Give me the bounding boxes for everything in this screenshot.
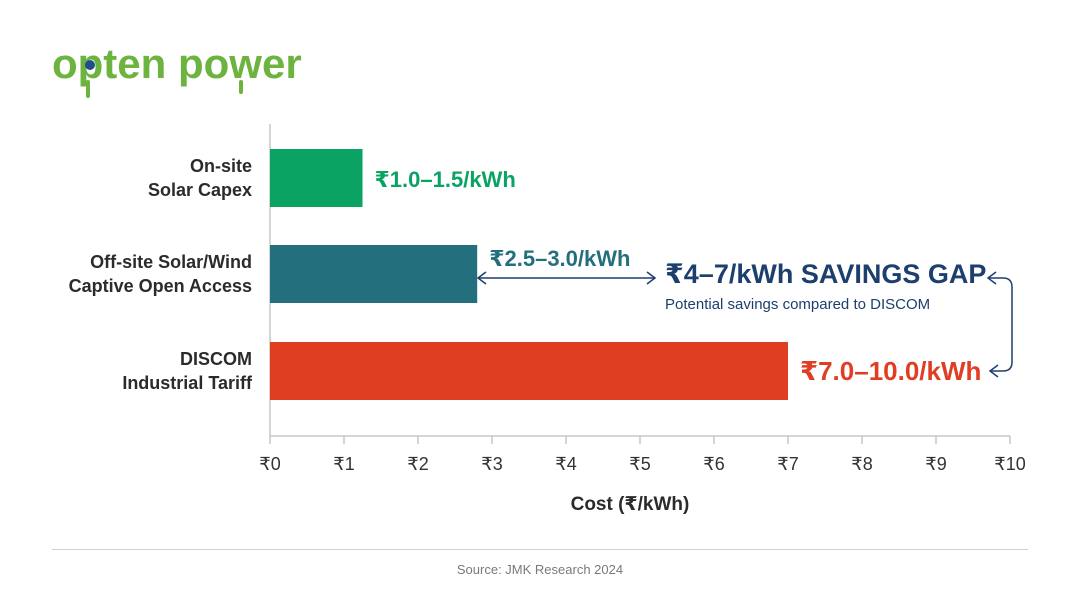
arrow-left-icon [476,271,487,285]
brand-logo-dot-icon [85,60,95,70]
bar-value-label: ₹1.0–1.5/kWh [375,167,516,192]
x-tick-label: ₹0 [259,454,280,474]
x-tick-label: ₹2 [407,454,428,474]
category-label: Off-site Solar/Wind [90,252,252,272]
bar-value-label: ₹2.5–3.0/kWh [489,246,630,271]
source-note: Source: JMK Research 2024 [456,562,624,577]
x-tick-label: ₹1 [333,454,354,474]
x-tick-label: ₹3 [481,454,502,474]
category-label: Industrial Tariff [122,373,253,393]
footer-divider [52,549,1028,550]
brand-logo: opten power [52,40,302,98]
savings-gap-subtitle: Potential savings compared to DISCOM [665,296,930,313]
x-tick-label: ₹4 [555,454,576,474]
x-axis-label: Cost (₹/kWh) [571,494,690,515]
bracket-top-arrow-icon [986,271,997,285]
bar [270,149,363,207]
category-label: DISCOM [180,349,252,369]
bar [270,342,788,400]
x-tick-label: ₹9 [925,454,946,474]
x-tick-label: ₹7 [777,454,798,474]
brand-logo-plug-icon [239,80,243,94]
brand-logo-plug-icon [86,80,90,98]
category-label: Solar Capex [148,180,252,200]
x-tick-label: ₹5 [629,454,650,474]
bracket-bottom-arrow-icon [988,364,999,378]
savings-bracket [988,277,1013,372]
category-label: On-site [190,156,252,176]
x-tick-label: ₹10 [994,454,1025,474]
x-tick-label: ₹6 [703,454,724,474]
x-tick-label: ₹8 [851,454,872,474]
bar [270,245,478,303]
category-label: Captive Open Access [69,276,252,296]
arrow-right-icon [646,271,657,285]
savings-gap-title: ₹4–7/kWh SAVINGS GAP [665,259,986,289]
bar-value-label: ₹7.0–10.0/kWh [800,356,981,386]
